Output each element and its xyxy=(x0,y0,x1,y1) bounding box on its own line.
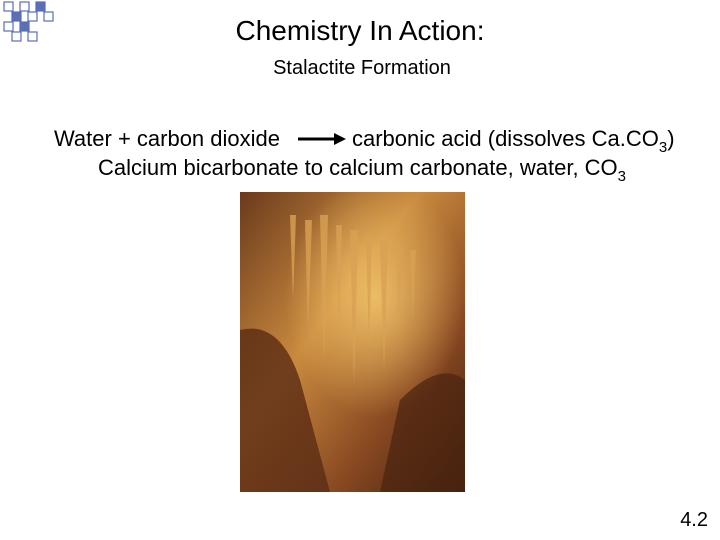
cave-photo xyxy=(240,192,465,492)
reaction-arrow xyxy=(298,133,346,145)
slide-number: 4.2 xyxy=(680,509,708,531)
reactants: Water + carbon dioxide xyxy=(54,126,280,151)
slide-subtitle: Stalactite Formation xyxy=(273,57,451,79)
closing: ) xyxy=(667,126,674,151)
product: carbonic acid (dissolves Ca.CO xyxy=(352,126,659,151)
subscript: 3 xyxy=(659,139,667,156)
corner-decoration xyxy=(3,1,54,42)
line-text: Calcium bicarbonate to calcium carbonate… xyxy=(98,155,618,180)
slide-title: Chemistry In Action: xyxy=(236,15,485,46)
subscript: 3 xyxy=(618,168,626,185)
product-line: carbonic acid (dissolves Ca.CO3) xyxy=(352,126,675,156)
second-line: Calcium bicarbonate to calcium carbonate… xyxy=(98,155,626,185)
